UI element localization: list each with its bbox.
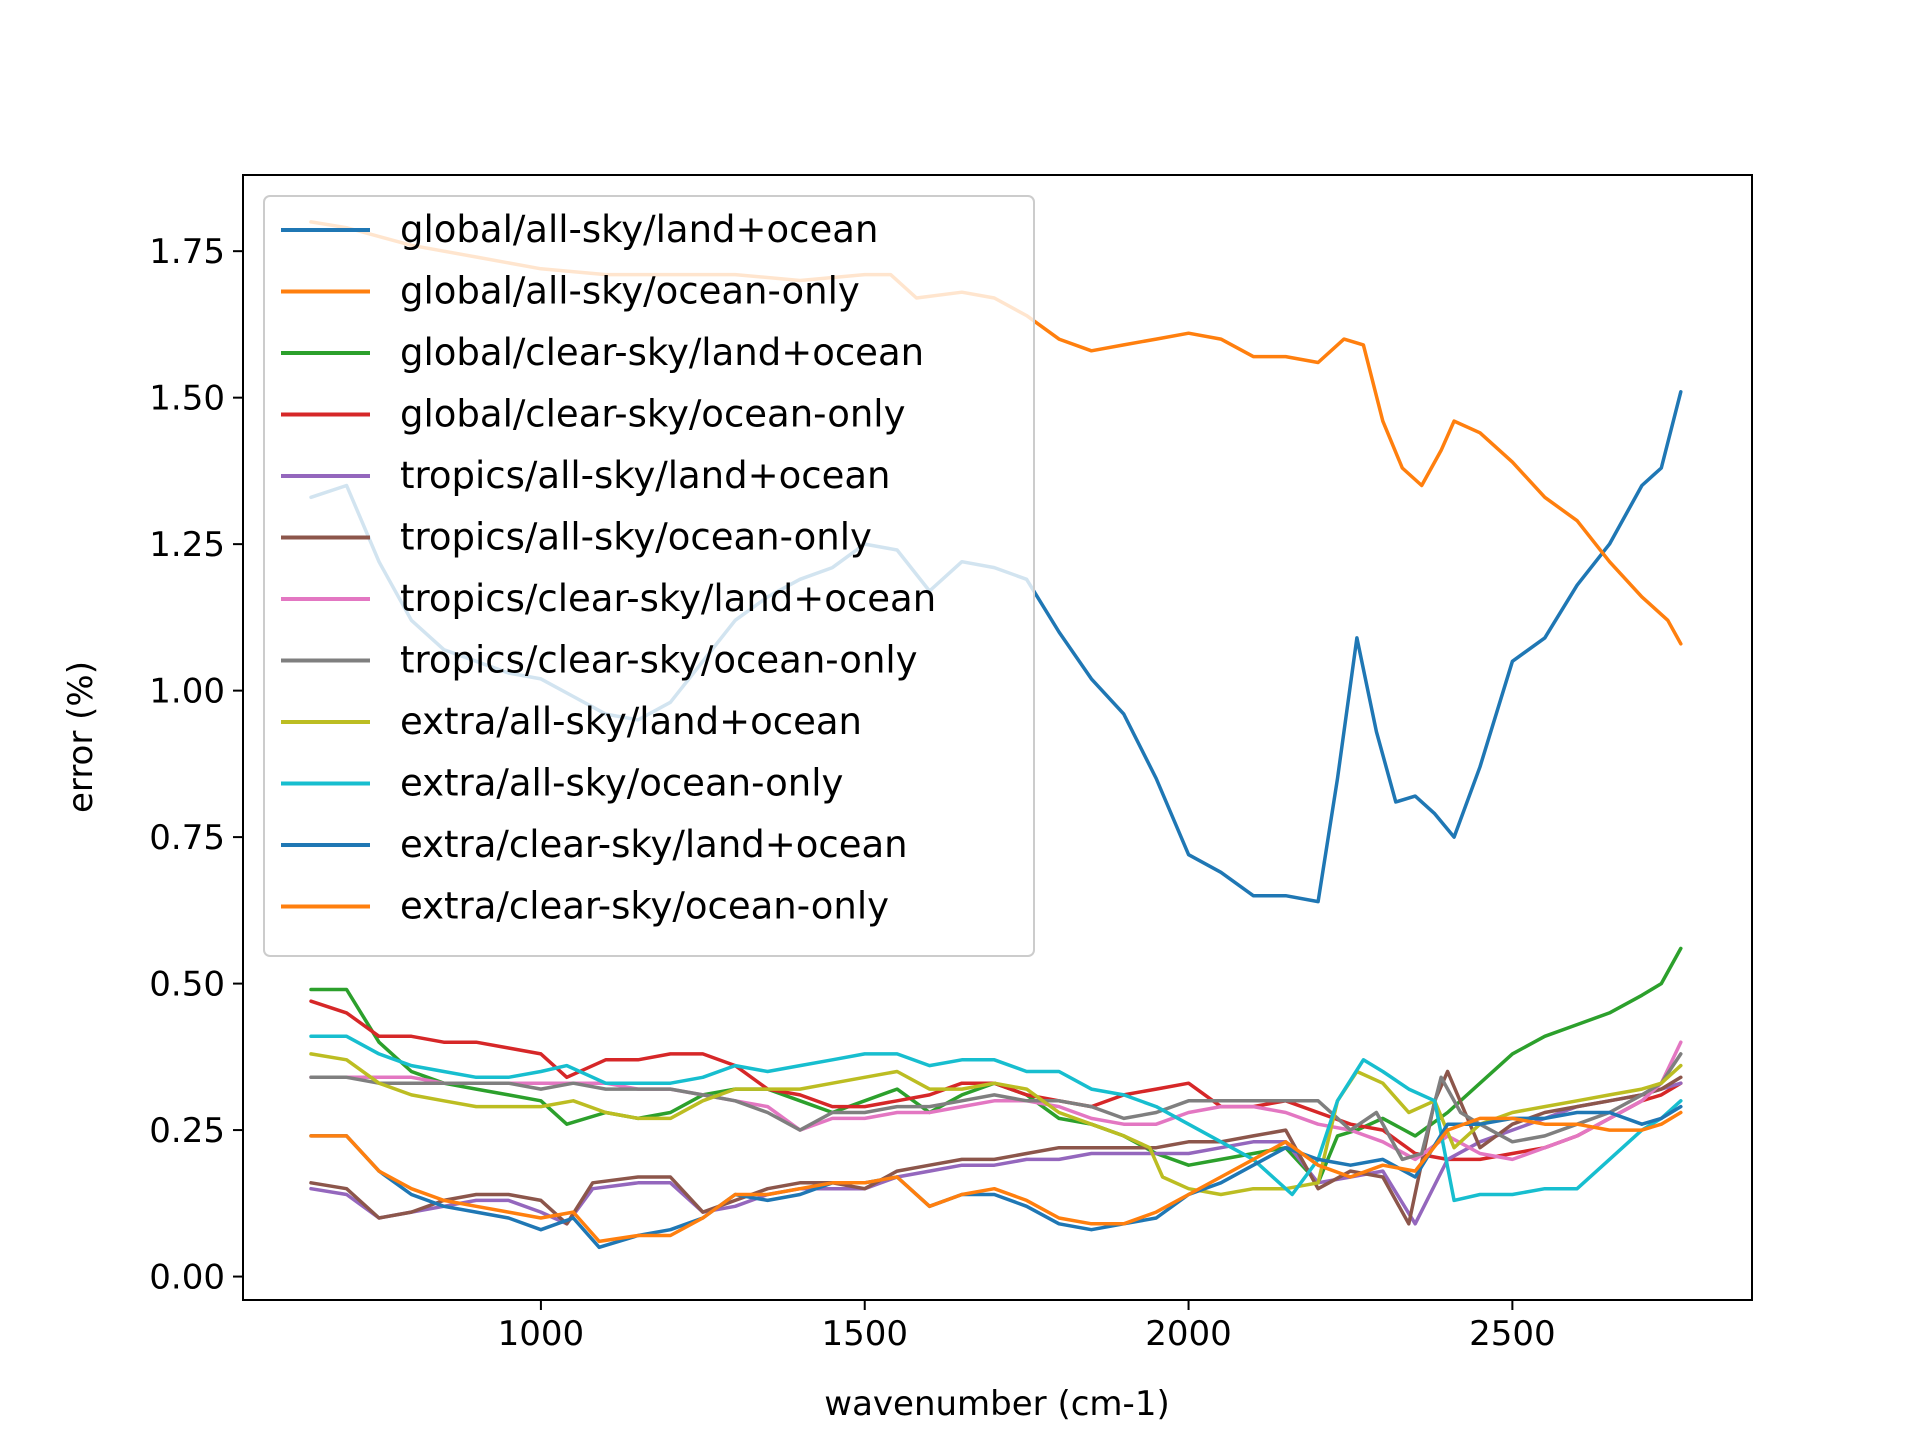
series-line-7	[309, 1040, 1683, 1162]
legend-label: global/all-sky/ocean-only	[400, 270, 860, 313]
series-layer	[309, 220, 1683, 1250]
series-line-9	[309, 1052, 1683, 1197]
y-tick-label: 0.50	[149, 965, 225, 1005]
legend-label: extra/all-sky/land+ocean	[400, 700, 862, 743]
series-line-4	[309, 999, 1683, 1162]
legend-label: tropics/clear-sky/ocean-only	[400, 639, 918, 682]
legend-label: tropics/clear-sky/land+ocean	[400, 577, 936, 620]
legend-box	[263, 195, 1035, 957]
y-tick-label: 0.75	[149, 818, 225, 858]
x-tick-label: 2500	[1469, 1314, 1556, 1354]
x-axis-label: wavenumber (cm-1)	[824, 1384, 1169, 1424]
plot-frame	[242, 174, 1753, 1301]
legend-label: global/clear-sky/ocean-only	[400, 393, 905, 436]
legend-label: tropics/all-sky/land+ocean	[400, 454, 891, 497]
y-axis-label: error (%)	[61, 661, 101, 813]
y-axis: 0.00 0.25 0.50 0.75 1.00 1.25 1.50 1.75	[149, 232, 243, 1298]
legend-label: extra/clear-sky/ocean-only	[400, 885, 889, 928]
series-line-12	[309, 1110, 1683, 1244]
legend-label: tropics/all-sky/ocean-only	[400, 516, 872, 559]
legend-label: global/all-sky/land+ocean	[400, 208, 878, 251]
legend-label: extra/clear-sky/land+ocean	[400, 823, 908, 866]
legend-label: extra/all-sky/ocean-only	[400, 762, 843, 805]
x-tick-label: 2000	[1145, 1314, 1232, 1354]
x-tick-label: 1500	[821, 1314, 908, 1354]
legend-label: global/clear-sky/land+ocean	[400, 331, 924, 374]
y-tick-label: 1.25	[149, 525, 225, 565]
y-tick-label: 0.25	[149, 1111, 225, 1151]
x-axis: 1000 1500 2000 2500	[498, 1300, 1556, 1354]
y-tick-label: 0.00	[149, 1258, 225, 1298]
y-tick-label: 1.00	[149, 672, 225, 712]
series-line-11	[309, 1104, 1683, 1250]
series-line-10	[309, 1034, 1683, 1203]
legend: global/all-sky/land+ocean global/all-sky/…	[263, 195, 1035, 957]
y-tick-label: 1.75	[149, 232, 225, 272]
y-tick-label: 1.50	[149, 379, 225, 419]
series-line-5	[309, 1081, 1683, 1226]
x-tick-label: 1000	[498, 1314, 585, 1354]
